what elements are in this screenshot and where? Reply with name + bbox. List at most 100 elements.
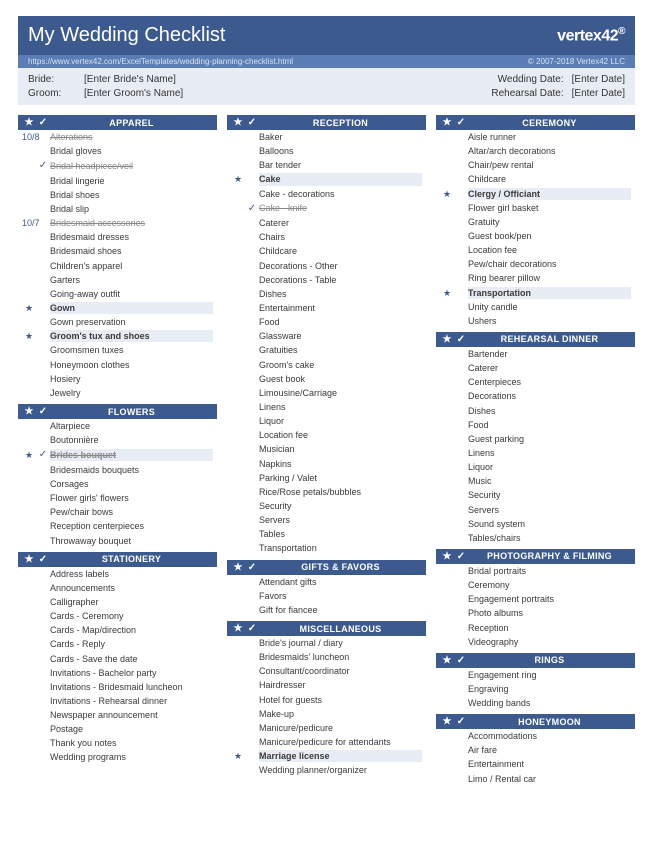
checklist-item[interactable]: Bridal slip (18, 202, 217, 216)
checklist-item[interactable]: Parking / Valet (227, 471, 426, 485)
checklist-item[interactable]: Guest parking (436, 432, 635, 446)
checklist-item[interactable]: Children's apparel (18, 259, 217, 273)
checklist-item[interactable]: Attendant gifts (227, 575, 426, 589)
checklist-item[interactable]: Decorations - Table (227, 273, 426, 287)
checklist-item[interactable]: Decorations - Other (227, 259, 426, 273)
checklist-item[interactable]: 10/8Alterations (18, 130, 217, 144)
checklist-item[interactable]: Going-away outfit (18, 287, 217, 301)
checklist-item[interactable]: Boutonnière (18, 433, 217, 447)
checklist-item[interactable]: Location fee (227, 428, 426, 442)
groom-value[interactable]: [Enter Groom's Name] (84, 88, 183, 99)
checklist-item[interactable]: Hairdresser (227, 678, 426, 692)
checklist-item[interactable]: Bartender (436, 347, 635, 361)
checklist-item[interactable]: Altarpiece (18, 419, 217, 433)
checklist-item[interactable]: Address labels (18, 567, 217, 581)
checklist-item[interactable]: Bridal shoes (18, 188, 217, 202)
checklist-item[interactable]: Air fare (436, 743, 635, 757)
checklist-item[interactable]: Honeymoon clothes (18, 358, 217, 372)
checklist-item[interactable]: Bridesmaids' luncheon (227, 650, 426, 664)
checklist-item[interactable]: Unity candle (436, 300, 635, 314)
checklist-item[interactable]: Bridesmaid shoes (18, 244, 217, 258)
checklist-item[interactable]: Engagement ring (436, 668, 635, 682)
checklist-item[interactable]: Childcare (436, 172, 635, 186)
checklist-item[interactable]: Wedding bands (436, 696, 635, 710)
checklist-item[interactable]: Rice/Rose petals/bubbles (227, 485, 426, 499)
checklist-item[interactable]: ✓Cake - knife (227, 201, 426, 217)
checklist-item[interactable]: Postage (18, 722, 217, 736)
checklist-item[interactable]: Gown preservation (18, 315, 217, 329)
checklist-item[interactable]: Manicure/pedicure for attendants (227, 735, 426, 749)
checklist-item[interactable]: Liquor (436, 460, 635, 474)
checklist-item[interactable]: Jewelry (18, 386, 217, 400)
checklist-item[interactable]: Hotel for guests (227, 693, 426, 707)
checklist-item[interactable]: Ushers (436, 314, 635, 328)
checklist-item[interactable]: Servers (227, 513, 426, 527)
checklist-item[interactable]: Flower girl basket (436, 201, 635, 215)
checklist-item[interactable]: Altar/arch decorations (436, 144, 635, 158)
checklist-item[interactable]: Make-up (227, 707, 426, 721)
checklist-item[interactable]: ★Gown (18, 301, 217, 315)
checklist-item[interactable]: Photo albums (436, 606, 635, 620)
checklist-item[interactable]: Pew/chair decorations (436, 257, 635, 271)
checklist-item[interactable]: Cards - Map/direction (18, 623, 217, 637)
checklist-item[interactable]: Balloons (227, 144, 426, 158)
rehearsal-date-value[interactable]: [Enter Date] (572, 88, 625, 99)
checklist-item[interactable]: Security (436, 488, 635, 502)
checklist-item[interactable]: Guest book (227, 372, 426, 386)
checklist-item[interactable]: Transportation (227, 541, 426, 555)
checklist-item[interactable]: Engagement portraits (436, 592, 635, 606)
checklist-item[interactable]: Childcare (227, 244, 426, 258)
checklist-item[interactable]: Calligrapher (18, 595, 217, 609)
checklist-item[interactable]: Bridal lingerie (18, 174, 217, 188)
checklist-item[interactable]: Caterer (227, 216, 426, 230)
checklist-item[interactable]: Gratuities (227, 343, 426, 357)
checklist-item[interactable]: Linens (227, 400, 426, 414)
checklist-item[interactable]: Location fee (436, 243, 635, 257)
checklist-item[interactable]: Food (227, 315, 426, 329)
checklist-item[interactable]: Entertainment (436, 757, 635, 771)
checklist-item[interactable]: ★Clergy / Officiant (436, 187, 635, 201)
checklist-item[interactable]: Chair/pew rental (436, 158, 635, 172)
checklist-item[interactable]: Cards - Reply (18, 637, 217, 651)
checklist-item[interactable]: Cards - Save the date (18, 652, 217, 666)
checklist-item[interactable]: Limo / Rental car (436, 772, 635, 786)
checklist-item[interactable]: Liquor (227, 414, 426, 428)
checklist-item[interactable]: Bridal gloves (18, 144, 217, 158)
checklist-item[interactable]: Accommodations (436, 729, 635, 743)
checklist-item[interactable]: Invitations - Bachelor party (18, 666, 217, 680)
checklist-item[interactable]: Napkins (227, 457, 426, 471)
checklist-item[interactable]: Bridesmaid dresses (18, 230, 217, 244)
checklist-item[interactable]: Manicure/pedicure (227, 721, 426, 735)
checklist-item[interactable]: Dishes (227, 287, 426, 301)
checklist-item[interactable]: Newspaper announcement (18, 708, 217, 722)
checklist-item[interactable]: Gratuity (436, 215, 635, 229)
checklist-item[interactable]: Limousine/Carriage (227, 386, 426, 400)
checklist-item[interactable]: Favors (227, 589, 426, 603)
checklist-item[interactable]: Wedding programs (18, 750, 217, 764)
checklist-item[interactable]: Sound system (436, 517, 635, 531)
checklist-item[interactable]: Music (436, 474, 635, 488)
checklist-item[interactable]: Invitations - Bridesmaid luncheon (18, 680, 217, 694)
checklist-item[interactable]: Musician (227, 442, 426, 456)
checklist-item[interactable]: Security (227, 499, 426, 513)
checklist-item[interactable]: Throwaway bouquet (18, 534, 217, 548)
checklist-item[interactable]: ★Cake (227, 172, 426, 186)
checklist-item[interactable]: Groom's cake (227, 358, 426, 372)
checklist-item[interactable]: Corsages (18, 477, 217, 491)
checklist-item[interactable]: Servers (436, 503, 635, 517)
checklist-item[interactable]: Bride's journal / diary (227, 636, 426, 650)
checklist-item[interactable]: Hosiery (18, 372, 217, 386)
checklist-item[interactable]: Reception (436, 621, 635, 635)
checklist-item[interactable]: Aisle runner (436, 130, 635, 144)
checklist-item[interactable]: Pew/chair bows (18, 505, 217, 519)
checklist-item[interactable]: Videography (436, 635, 635, 649)
checklist-item[interactable]: ★Groom's tux and shoes (18, 329, 217, 343)
checklist-item[interactable]: Linens (436, 446, 635, 460)
checklist-item[interactable]: ★Transportation (436, 286, 635, 300)
checklist-item[interactable]: Groomsmen tuxes (18, 343, 217, 357)
checklist-item[interactable]: ✓Bridal headpiece/veil (18, 158, 217, 174)
checklist-item[interactable]: Dishes (436, 404, 635, 418)
checklist-item[interactable]: 10/7Bridesmaid accessories (18, 216, 217, 230)
wedding-date-value[interactable]: [Enter Date] (572, 74, 625, 85)
checklist-item[interactable]: Consultant/coordinator (227, 664, 426, 678)
